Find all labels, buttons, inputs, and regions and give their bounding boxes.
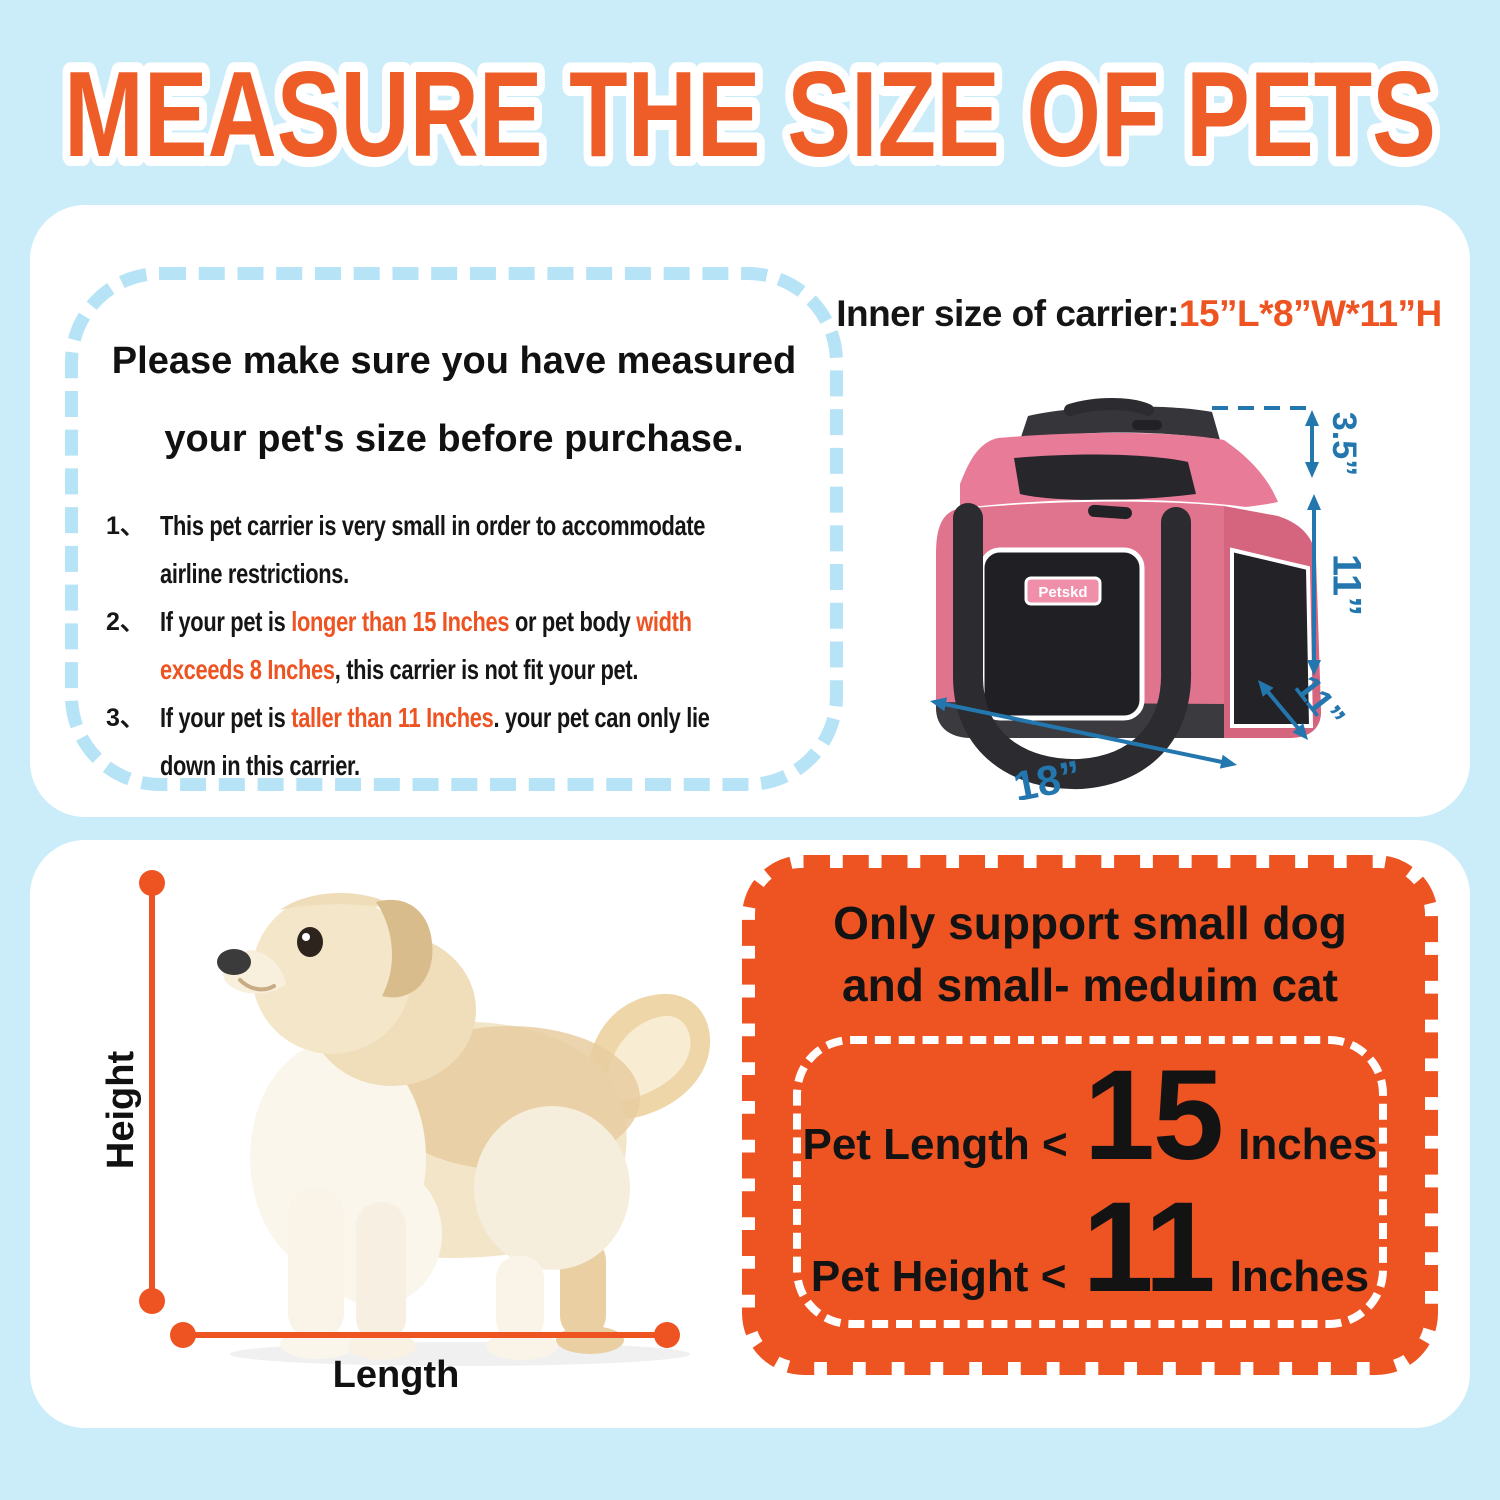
pet-length-unit: Inches bbox=[1238, 1120, 1378, 1170]
page-title-banner: MEASURE THE SIZE OF PETS MEASURE THE SIZ… bbox=[54, 36, 1446, 192]
measure-dot bbox=[139, 1288, 165, 1314]
notice-item-1-text: This pet carrier is very small in order … bbox=[160, 502, 705, 598]
height-measure-line bbox=[149, 880, 155, 1300]
dog-photo bbox=[217, 893, 711, 1366]
list-marker-3: 3、 bbox=[106, 704, 145, 732]
notice-item-1: 1、 This pet carrier is very small in ord… bbox=[102, 502, 818, 598]
pet-length-row: Pet Length < 15 Inches bbox=[801, 1044, 1379, 1188]
text-segment: airline restrictions. bbox=[160, 558, 349, 589]
carrier-brand-label: Petskd bbox=[1038, 584, 1087, 601]
notice-heading-line1: Please make sure you have measured bbox=[111, 340, 797, 382]
notice-list: 1、 This pet carrier is very small in ord… bbox=[102, 502, 818, 790]
notice-dashed-box: Please make sure you have measured your … bbox=[65, 267, 843, 791]
text-segment: down in this carrier. bbox=[160, 750, 360, 781]
measure-dot bbox=[170, 1322, 196, 1348]
measure-dot bbox=[139, 870, 165, 896]
support-box-fill bbox=[755, 868, 1425, 1362]
bottom-panel: Height Length Only support small dog and… bbox=[30, 840, 1470, 1428]
highlight-segment: exceeds 8 Inches bbox=[160, 654, 335, 685]
length-label: Length bbox=[332, 1354, 460, 1396]
dimension-top-height: 3.5” bbox=[1325, 412, 1363, 476]
pet-length-value: 15 bbox=[1083, 1044, 1224, 1188]
support-box: Only support small dog and small- meduim… bbox=[742, 855, 1438, 1375]
notice-heading: Please make sure you have measured your … bbox=[78, 322, 830, 478]
notice-heading-line2: your pet's size before purchase. bbox=[164, 418, 744, 460]
notice-item-3: 3、 If your pet is taller than 11 Inches.… bbox=[102, 694, 818, 790]
pet-height-value: 11 bbox=[1082, 1176, 1215, 1320]
text-segment: If your pet is bbox=[160, 606, 292, 637]
dimension-side-height: 11” bbox=[1324, 554, 1368, 616]
pet-length-label: Pet Length < bbox=[802, 1120, 1068, 1170]
list-marker-2: 2、 bbox=[106, 608, 145, 636]
carrier-figure: Petskd 3.5” 11” 11” 18” bbox=[930, 398, 1368, 800]
support-heading-line1: Only support small dog bbox=[833, 897, 1347, 949]
top-panel: Please make sure you have measured your … bbox=[30, 205, 1470, 817]
length-measure-line bbox=[180, 1332, 666, 1338]
dog-illustration bbox=[217, 893, 711, 1366]
height-label: Height bbox=[100, 1050, 142, 1170]
notice-item-2-text: If your pet is longer than 15 Inches or … bbox=[160, 598, 692, 694]
inner-size-label: Inner size of carrier: bbox=[836, 293, 1179, 334]
support-heading-line2: and small- meduim cat bbox=[842, 959, 1338, 1011]
pet-height-row: Pet Height < 11 Inches bbox=[801, 1176, 1379, 1320]
notice-item-2: 2、 If your pet is longer than 15 Inches … bbox=[102, 598, 818, 694]
text-segment: , this carrier is not fit your pet. bbox=[334, 654, 639, 685]
highlight-segment: width bbox=[636, 606, 692, 637]
page-title-outline: MEASURE THE SIZE OF PETS bbox=[64, 46, 1436, 182]
list-marker-1: 1、 bbox=[106, 512, 145, 540]
text-segment: or pet body bbox=[509, 606, 637, 637]
text-segment: This pet carrier is very small in order … bbox=[160, 510, 706, 541]
highlight-segment: taller than 11 Inches bbox=[291, 702, 494, 733]
pet-height-label: Pet Height < bbox=[810, 1252, 1067, 1302]
text-segment: . your pet can only lie bbox=[493, 702, 710, 733]
text-segment: If your pet is bbox=[160, 702, 292, 733]
measure-dot bbox=[654, 1322, 680, 1348]
inner-size-line: Inner size of carrier:15”L*8”W*11”H bbox=[808, 293, 1470, 335]
notice-item-3-text: If your pet is taller than 11 Inches. yo… bbox=[160, 694, 710, 790]
carrier-illustration: Petskd bbox=[936, 398, 1322, 790]
pet-height-unit: Inches bbox=[1229, 1252, 1370, 1302]
page-title: MEASURE THE SIZE OF PETS bbox=[64, 46, 1436, 182]
inner-size-value: 15”L*8”W*11”H bbox=[1178, 293, 1442, 334]
support-heading: Only support small dog and small- meduim… bbox=[755, 892, 1425, 1016]
support-limits-box: Pet Length < 15 Inches Pet Height < 11 I… bbox=[793, 1036, 1387, 1328]
highlight-segment: longer than 15 Inches bbox=[291, 606, 510, 637]
carrier-dimension-annotations: 3.5” 11” 11” 18” bbox=[930, 406, 1368, 800]
